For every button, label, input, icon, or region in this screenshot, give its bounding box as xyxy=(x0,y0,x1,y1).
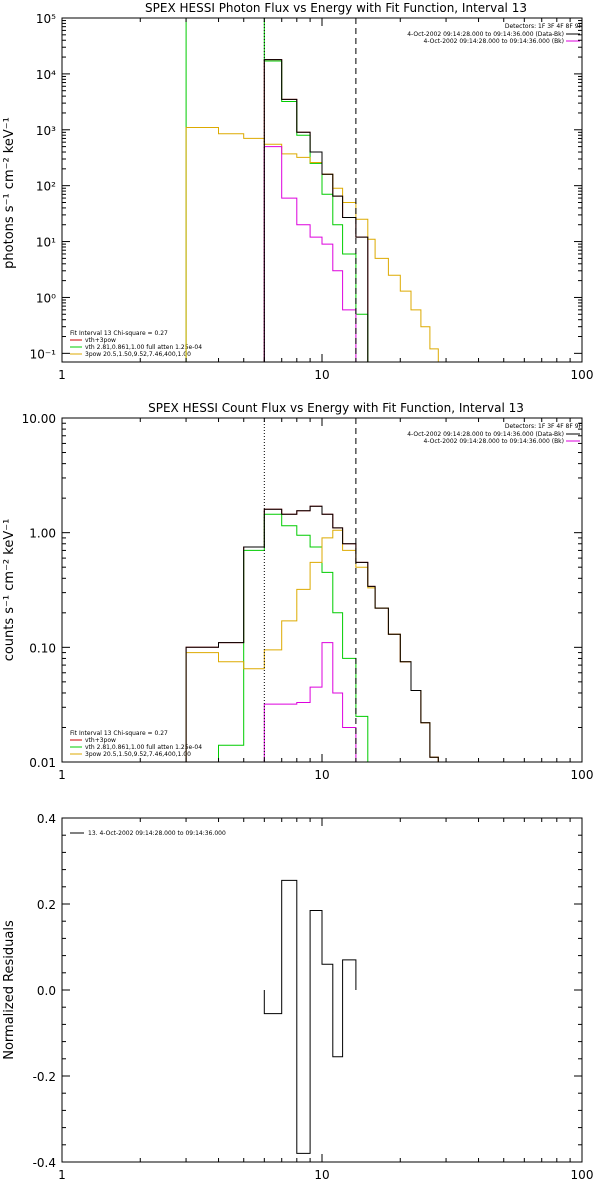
x-tick-label: 100 xyxy=(571,1168,594,1182)
axes-frame xyxy=(61,817,583,1163)
series-line-4 xyxy=(185,505,439,762)
series-line-3 xyxy=(263,642,357,762)
axes-frame xyxy=(61,417,583,763)
y-axis-label: Normalized Residuals xyxy=(2,920,17,1060)
photon-flux-panel: SPEX HESSI Photon Flux vs Energy with Fi… xyxy=(2,1,593,382)
y-tick-label: 0.4 xyxy=(37,812,56,826)
legend-data-bk: 4-Oct-2002 09:14:28.000 to 09:14:36.000 … xyxy=(407,431,564,438)
y-axis-label: photons s⁻¹ cm⁻² keV⁻¹ xyxy=(2,117,17,269)
y-tick-label: 0.01 xyxy=(29,756,56,770)
legend-vth3pow: vth+3pow xyxy=(85,737,116,744)
y-tick-label: 0.10 xyxy=(29,641,56,655)
y-tick-label: 10² xyxy=(36,180,56,194)
y-tick-label: 10³ xyxy=(36,124,56,138)
legend-detectors: Detectors: 1F 3F 4F 8F 9F xyxy=(505,23,583,30)
series-line-0 xyxy=(263,879,357,1154)
legend-vth3pow: vth+3pow xyxy=(85,337,116,344)
legend-bk: 4-Oct-2002 09:14:28.000 to 09:14:36.000 … xyxy=(424,38,565,45)
y-tick-label: 10⁵ xyxy=(36,12,56,26)
x-tick-label: 100 xyxy=(571,768,594,782)
legend-top-right: Detectors: 1F 3F 4F 8F 9F 4-Oct-2002 09:… xyxy=(407,423,582,445)
x-tick-label: 1 xyxy=(58,768,66,782)
x-tick-label: 10 xyxy=(314,368,329,382)
legend-bottom-left: Fit Interval 13 Chi-square = 0.27 vth+3p… xyxy=(70,730,202,758)
residuals-panel: Normalized Residuals 13. 4-Oct-2002 09:1… xyxy=(2,812,593,1182)
plot-area xyxy=(185,18,439,362)
y-tick-label: 10⁰ xyxy=(36,291,56,305)
y-tick-label: 10⁴ xyxy=(36,68,56,82)
x-tick-label: 100 xyxy=(571,368,594,382)
x-tick-label: 10 xyxy=(314,768,329,782)
legend-data-bk: 4-Oct-2002 09:14:28.000 to 09:14:36.000 … xyxy=(407,31,564,38)
plot-area xyxy=(185,505,439,762)
legend-3pow: 3pow 20.5,1.50,9.52,7.46,400,1.00 xyxy=(85,351,191,358)
series-line-2 xyxy=(185,127,439,362)
y-tick-label: 1.00 xyxy=(29,527,56,541)
x-tick-label: 1 xyxy=(58,368,66,382)
series-line-1 xyxy=(185,18,369,362)
legend-top-right: Detectors: 1F 3F 4F 8F 9F 4-Oct-2002 09:… xyxy=(407,23,582,45)
legend-vth: vth 2.81,0.861,1.00 full atten 1.25e-04 xyxy=(85,744,202,751)
y-axis-label: counts s⁻¹ cm⁻² keV⁻¹ xyxy=(2,519,17,662)
y-tick-label: 10.00 xyxy=(22,412,56,426)
series-line-1 xyxy=(186,513,369,762)
y-tick-label: 10⁻¹ xyxy=(30,347,57,361)
legend-vth: vth 2.81,0.861,1.00 full atten 1.25e-04 xyxy=(85,344,202,351)
y-tick-label: 0.0 xyxy=(37,984,56,998)
legend-fit-header: Fit Interval 13 Chi-square = 0.27 xyxy=(70,330,168,337)
y-tick-label: 10¹ xyxy=(36,236,56,250)
chart-title: SPEX HESSI Count Flux vs Energy with Fit… xyxy=(148,401,524,415)
legend-detectors: Detectors: 1F 3F 4F 8F 9F xyxy=(505,423,583,430)
legend-3pow: 3pow 20.5,1.50,9.52,7.46,400,1.00 xyxy=(85,751,191,758)
legend-residual: 13. 4-Oct-2002 09:14:28.000 to 09:14:36.… xyxy=(88,830,226,837)
legend-bk: 4-Oct-2002 09:14:28.000 to 09:14:36.000 … xyxy=(424,438,565,445)
legend-fit-header: Fit Interval 13 Chi-square = 0.27 xyxy=(70,730,168,737)
x-tick-label: 1 xyxy=(58,1168,66,1182)
y-tick-label: -0.2 xyxy=(33,1070,56,1084)
plot-area xyxy=(263,879,357,1154)
legend-top-left: 13. 4-Oct-2002 09:14:28.000 to 09:14:36.… xyxy=(70,830,226,837)
series-line-0 xyxy=(263,59,369,362)
y-tick-label: -0.4 xyxy=(33,1156,56,1170)
series-line-3 xyxy=(263,146,357,362)
series-line-4 xyxy=(263,59,369,362)
legend-bottom-left: Fit Interval 13 Chi-square = 0.27 vth+3p… xyxy=(70,330,202,358)
chart-title: SPEX HESSI Photon Flux vs Energy with Fi… xyxy=(145,1,527,15)
y-tick-label: 0.2 xyxy=(37,898,56,912)
x-tick-label: 10 xyxy=(314,1168,329,1182)
count-flux-panel: SPEX HESSI Count Flux vs Energy with Fit… xyxy=(2,401,593,782)
